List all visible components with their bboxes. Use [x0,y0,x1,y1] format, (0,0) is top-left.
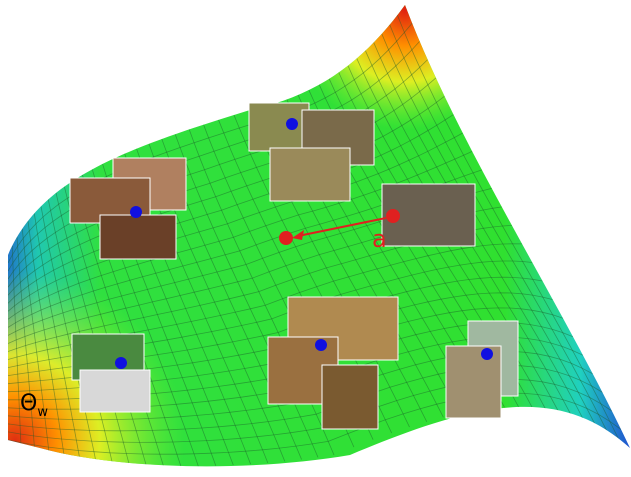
grid-line [40,206,97,463]
grid-line [16,237,36,455]
photo-cluster [381,183,476,247]
embedding-point [286,118,298,130]
grid-line [8,95,445,296]
adversarial-point [279,231,293,245]
grid-line [72,180,164,467]
grid-line [8,364,603,432]
arrow-line [297,217,387,237]
grid-line [33,213,81,461]
photo-cluster [445,320,519,419]
photo [287,296,399,361]
grid-line [27,220,65,459]
photo [99,214,177,260]
photo [79,369,151,413]
photo [269,147,351,202]
photo-cluster [71,333,151,413]
photo-cluster [69,157,187,260]
input-point [386,209,400,223]
grid-line [21,228,50,457]
grid-line [8,77,437,288]
grid-line [8,151,473,320]
grid-line [8,392,622,455]
perturbation-label: a [372,225,387,253]
photo-cluster [248,102,375,202]
grid-line [8,22,413,264]
photo [445,345,502,419]
grid-line [381,33,596,425]
grid-line [11,245,22,452]
grid-line [8,41,420,272]
embedding-point [130,206,142,218]
grid-line [397,14,619,440]
grid-line [64,186,147,466]
arrow-head [292,230,304,240]
parameter-symbol: Θ [20,391,37,416]
grid-line [55,192,130,466]
grid-line [389,24,608,432]
embedding-point [115,357,127,369]
photo-cluster [267,296,399,430]
grid-line [47,199,113,464]
embedding-point [481,348,493,360]
parameter-label: Θw [20,391,48,420]
grid-line [8,59,428,280]
embedding-point [315,339,327,351]
grid-line [8,114,454,304]
perturbation-arrow: a [279,217,387,253]
photo [321,364,379,430]
parameter-subscript: w [37,405,48,420]
photo [248,102,310,152]
grid-line [8,132,463,312]
